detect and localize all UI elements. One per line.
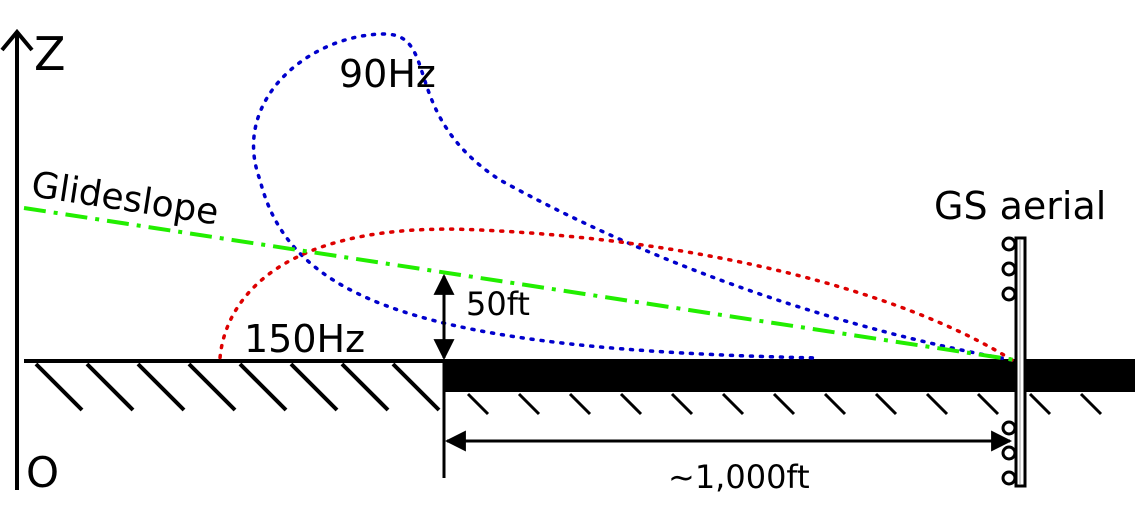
lobe-90hz [252, 32, 1014, 362]
lobe-150hz-label: 150Hz [244, 317, 365, 361]
lobe-90hz-label: 90Hz [339, 52, 436, 96]
z-axis [0, 28, 34, 490]
lobe-150hz [218, 227, 1014, 362]
gs-aerial [1001, 236, 1027, 488]
distance-label: ~1,000ft [668, 458, 810, 496]
glideslope-line [23, 206, 1016, 362]
ground-hatching-runway [466, 392, 1103, 416]
z-axis-label: Z [34, 27, 66, 81]
origin-label: O [26, 448, 59, 497]
aerial-label: GS aerial [934, 184, 1106, 228]
height-label: 50ft [466, 285, 530, 323]
runway [444, 361, 1135, 392]
ground-hatching-left [34, 362, 441, 412]
